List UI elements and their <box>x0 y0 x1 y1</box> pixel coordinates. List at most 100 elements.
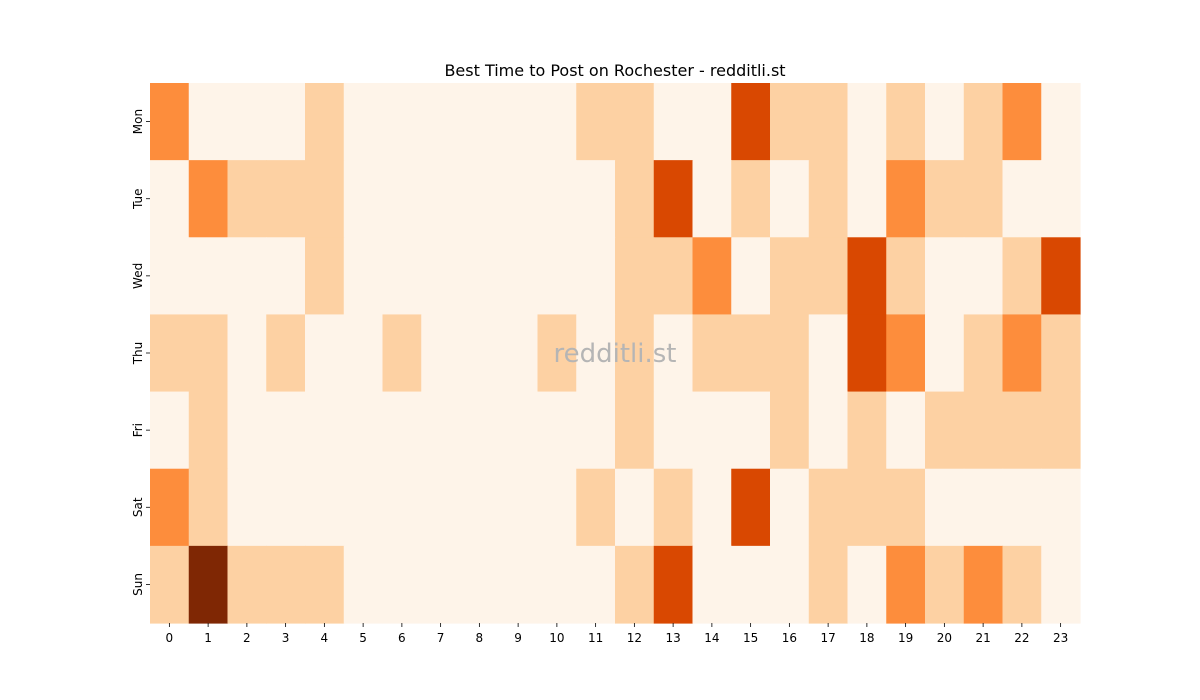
y-tick-label: Wed <box>131 263 145 289</box>
x-tick-label: 20 <box>937 631 952 645</box>
heatmap-cell-mon-8 <box>460 83 500 161</box>
heatmap-cell-sun-2 <box>227 545 267 624</box>
heatmap-cell-fri-0 <box>150 391 190 470</box>
heatmap-cell-wed-5 <box>343 237 384 316</box>
heatmap-cell-mon-17 <box>808 83 849 161</box>
y-tick-label: Sun <box>131 573 145 596</box>
heatmap-cell-sat-3 <box>266 468 306 547</box>
heatmap-cell-fri-21 <box>963 391 1004 470</box>
heatmap-cell-mon-5 <box>343 83 384 161</box>
heatmap-cell-wed-12 <box>615 237 655 316</box>
x-tick-label: 16 <box>782 631 797 645</box>
heatmap-cell-fri-13 <box>653 391 694 470</box>
heatmap-cell-mon-22 <box>1002 83 1042 161</box>
heatmap-cell-sun-22 <box>1002 545 1042 624</box>
heatmap-cell-sun-6 <box>382 545 422 624</box>
heatmap-cell-mon-11 <box>576 83 616 161</box>
heatmap-cell-thu-8 <box>460 314 500 393</box>
x-tick-label: 23 <box>1053 631 1068 645</box>
heatmap-cell-sat-23 <box>1041 468 1081 547</box>
heatmap-cell-thu-13 <box>653 314 694 393</box>
x-tick-label: 8 <box>476 631 484 645</box>
heatmap-cell-wed-19 <box>886 237 926 316</box>
heatmap-cell-thu-14 <box>692 314 732 393</box>
heatmap-cell-sat-5 <box>343 468 384 547</box>
heatmap-cell-thu-3 <box>266 314 306 393</box>
heatmap-cell-tue-2 <box>227 160 267 238</box>
x-tick-label: 0 <box>166 631 174 645</box>
heatmap-cell-sun-1 <box>188 545 229 624</box>
heatmap-cell-fri-9 <box>498 391 539 470</box>
heatmap-cell-wed-20 <box>925 237 965 316</box>
heatmap-cell-sun-14 <box>692 545 732 624</box>
heatmap-cell-mon-16 <box>770 83 810 161</box>
x-axis: 0 1 2 3 4 5 6 7 8 9 10 11 12 13 14 15 16 17 18 19 20 21 22 23 <box>166 623 1068 645</box>
heatmap-cell-tue-22 <box>1002 160 1042 238</box>
heatmap-cell-tue-8 <box>460 160 500 238</box>
x-tick-label: 1 <box>204 631 212 645</box>
heatmap-cell-wed-1 <box>188 237 229 316</box>
heatmap-cell-thu-15 <box>731 314 771 393</box>
heatmap-cell-thu-0 <box>150 314 190 393</box>
y-tick-label: Sat <box>131 497 145 517</box>
heatmap-cell-tue-19 <box>886 160 926 238</box>
heatmap-cell-tue-3 <box>266 160 306 238</box>
heatmap-cell-fri-7 <box>421 391 461 470</box>
heatmap-cell-tue-15 <box>731 160 771 238</box>
x-tick-label: 14 <box>704 631 719 645</box>
y-tick-label: Fri <box>131 423 145 437</box>
heatmap-cells <box>150 83 1081 624</box>
heatmap-cell-thu-2 <box>227 314 267 393</box>
heatmap-cell-wed-14 <box>692 237 732 316</box>
heatmap-cell-tue-20 <box>925 160 965 238</box>
heatmap-cell-fri-3 <box>266 391 306 470</box>
heatmap-cell-thu-5 <box>343 314 384 393</box>
heatmap-cell-sun-4 <box>305 545 345 624</box>
heatmap-cell-wed-9 <box>498 237 539 316</box>
x-tick-label: 17 <box>820 631 835 645</box>
x-tick-label: 22 <box>1014 631 1029 645</box>
heatmap-cell-mon-6 <box>382 83 422 161</box>
heatmap-cell-sun-0 <box>150 545 190 624</box>
x-tick-label: 18 <box>859 631 874 645</box>
heatmap-cell-thu-6 <box>382 314 422 393</box>
heatmap-cell-wed-23 <box>1041 237 1081 316</box>
x-tick-label: 3 <box>282 631 290 645</box>
heatmap-cell-fri-8 <box>460 391 500 470</box>
heatmap-cell-wed-11 <box>576 237 616 316</box>
heatmap-cell-tue-13 <box>653 160 694 238</box>
heatmap-cell-sat-2 <box>227 468 267 547</box>
heatmap-cell-wed-17 <box>808 237 849 316</box>
heatmap-cell-wed-7 <box>421 237 461 316</box>
heatmap-cell-tue-4 <box>305 160 345 238</box>
heatmap-cell-sat-20 <box>925 468 965 547</box>
heatmap-cell-sat-12 <box>615 468 655 547</box>
heatmap-cell-sun-7 <box>421 545 461 624</box>
heatmap-cell-sat-19 <box>886 468 926 547</box>
x-tick-label: 9 <box>514 631 522 645</box>
x-tick-label: 21 <box>975 631 990 645</box>
heatmap-cell-tue-17 <box>808 160 849 238</box>
heatmap-cell-mon-10 <box>537 83 577 161</box>
heatmap-cell-wed-16 <box>770 237 810 316</box>
heatmap-cell-tue-21 <box>963 160 1004 238</box>
heatmap-cell-sun-23 <box>1041 545 1081 624</box>
heatmap-cell-sat-17 <box>808 468 849 547</box>
heatmap-cell-sat-1 <box>188 468 229 547</box>
heatmap-cell-sat-16 <box>770 468 810 547</box>
y-axis: Mon Tue Wed Thu Fri Sat Sun <box>131 109 150 596</box>
heatmap-cell-fri-17 <box>808 391 849 470</box>
heatmap-cell-thu-17 <box>808 314 849 393</box>
heatmap-cell-sat-13 <box>653 468 694 547</box>
x-tick-label: 12 <box>627 631 642 645</box>
heatmap-cell-sun-10 <box>537 545 577 624</box>
heatmap-cell-fri-1 <box>188 391 229 470</box>
heatmap-cell-sat-22 <box>1002 468 1042 547</box>
heatmap-cell-thu-4 <box>305 314 345 393</box>
heatmap-cell-sun-11 <box>576 545 616 624</box>
heatmap-cell-thu-16 <box>770 314 810 393</box>
heatmap-cell-tue-9 <box>498 160 539 238</box>
heatmap-cell-wed-21 <box>963 237 1004 316</box>
heatmap-cell-tue-23 <box>1041 160 1081 238</box>
heatmap-cell-fri-23 <box>1041 391 1081 470</box>
